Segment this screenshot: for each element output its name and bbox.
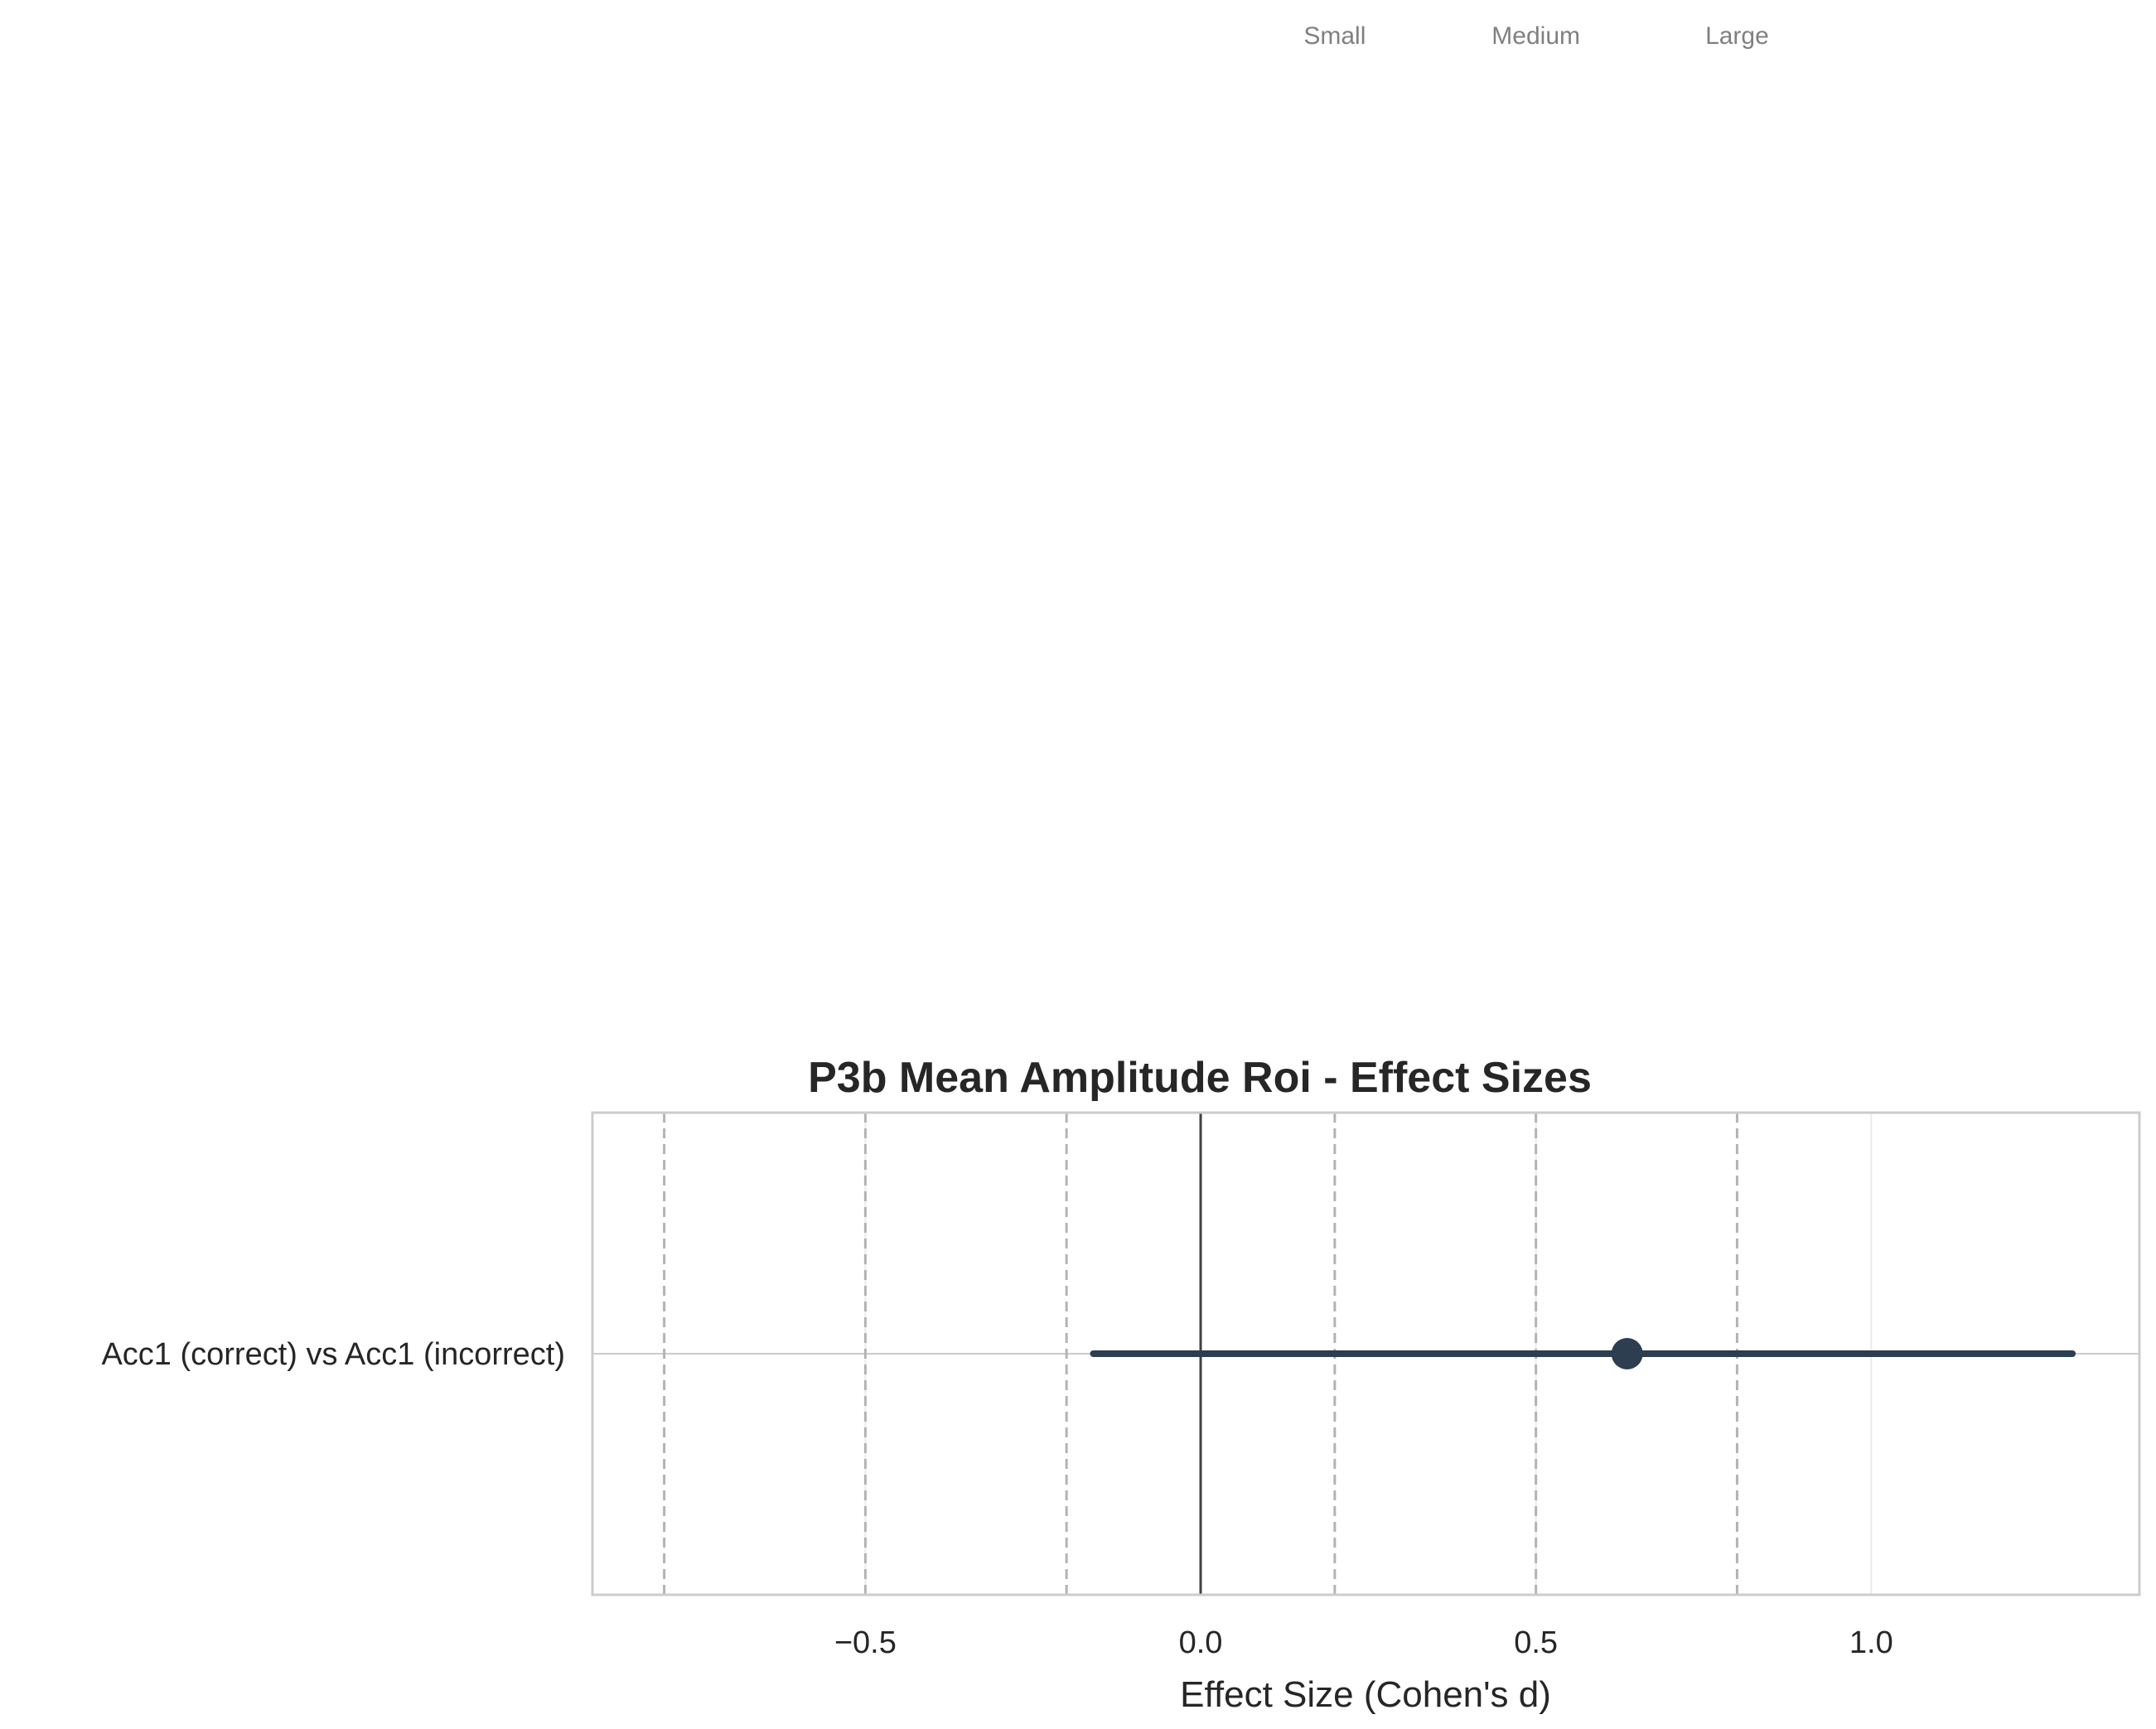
threshold-label-layer: Small Medium Large (1303, 22, 1768, 50)
x-axis-label: Effect Size (Cohen's d) (1180, 1674, 1551, 1715)
y-tick-label: Acc1 (correct) vs Acc1 (incorrect) (101, 1337, 565, 1372)
plot-frame (591, 1111, 2141, 1596)
x-tick-label: 0.0 (1179, 1625, 1223, 1660)
chart-title: P3b Mean Amplitude Roi - Effect Sizes (808, 1054, 1592, 1102)
data-layer (1090, 1338, 2076, 1369)
x-tick-label: 0.5 (1514, 1625, 1558, 1660)
effect-size-point (1611, 1338, 1643, 1369)
x-tick-label: −0.5 (834, 1625, 897, 1660)
threshold-label: Medium (1491, 22, 1580, 50)
plot-area (591, 1111, 2141, 1596)
x-tick-layer: −0.5 0.0 0.5 1.0 (834, 1625, 1893, 1660)
y-tick-layer: Acc1 (correct) vs Acc1 (incorrect) (101, 1337, 565, 1372)
threshold-label: Large (1705, 22, 1769, 50)
x-tick-label: 1.0 (1849, 1625, 1893, 1660)
threshold-label: Small (1303, 22, 1366, 50)
